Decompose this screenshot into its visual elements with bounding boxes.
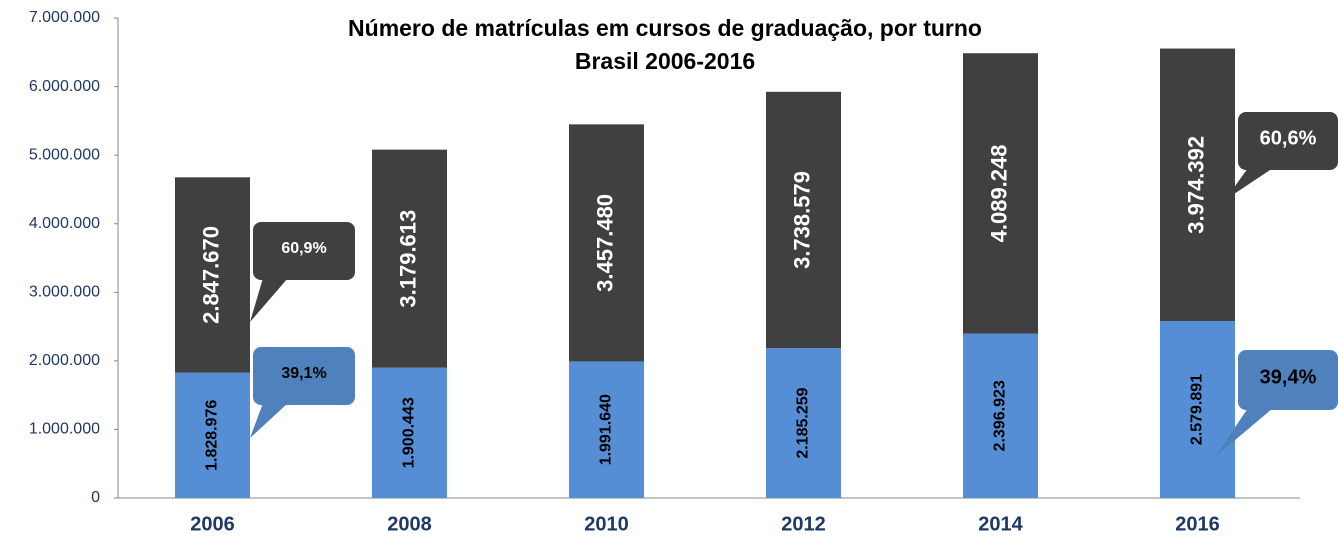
- x-tick-label: 2006: [190, 513, 235, 535]
- value-label: 2.185.259: [795, 387, 812, 458]
- bar-segment: [569, 124, 644, 362]
- y-tick-label: 7.000.000: [29, 9, 100, 26]
- value-label: 2.396.923: [992, 380, 1009, 451]
- value-label: 4.089.248: [986, 144, 1011, 242]
- bar-segment: [569, 361, 644, 498]
- callout-box: [1238, 350, 1338, 410]
- callout-tail: [1225, 168, 1273, 200]
- value-label: 1.900.443: [401, 397, 418, 468]
- x-tick-label: 2008: [387, 513, 432, 535]
- value-label: 3.179.613: [395, 210, 420, 308]
- bar-segment: [175, 177, 250, 373]
- bar-segment: [1160, 321, 1235, 498]
- value-label: 1.991.640: [598, 394, 615, 465]
- callout-box: [1238, 112, 1338, 170]
- y-tick-label: 6.000.000: [29, 78, 100, 95]
- bar-segment: [766, 91, 841, 349]
- callout-tail: [250, 403, 288, 438]
- bar-segment: [372, 149, 447, 368]
- value-label: 3.738.579: [789, 171, 814, 269]
- bar-segment: [766, 348, 841, 498]
- value-label: 2.847.670: [198, 226, 223, 324]
- y-tick-label: 3.000.000: [29, 284, 100, 301]
- annotation: 60,6%: [1260, 127, 1317, 149]
- x-tick-label: 2016: [1175, 513, 1220, 535]
- y-tick-label: 5.000.000: [29, 146, 100, 163]
- annotation: 39,1%: [281, 365, 326, 382]
- annotation: 60,9%: [281, 240, 326, 257]
- y-tick-label: 1.000.000: [29, 421, 100, 438]
- value-label: 1.828.976: [204, 400, 221, 471]
- annotation: 39,4%: [1260, 366, 1317, 388]
- bar-segment: [963, 333, 1038, 498]
- value-label: 2.579.891: [1189, 374, 1206, 445]
- bar-segment: [175, 372, 250, 498]
- y-tick-label: 4.000.000: [29, 215, 100, 232]
- value-label: 3.457.480: [592, 194, 617, 292]
- x-tick-label: 2012: [781, 513, 826, 535]
- x-tick-label: 2010: [584, 513, 629, 535]
- bar-segment: [963, 53, 1038, 334]
- callout-tail: [250, 278, 288, 322]
- bar-segment: [372, 367, 447, 498]
- callout-box: [253, 222, 355, 280]
- x-tick-label: 2014: [978, 513, 1023, 535]
- chart-subtitle: Brasil 2006-2016: [575, 48, 755, 74]
- bar-segment: [1160, 48, 1235, 322]
- y-tick-label: 0: [91, 489, 100, 506]
- chart-title: Número de matrículas em cursos de gradua…: [348, 15, 982, 41]
- callout-tail: [1215, 408, 1273, 457]
- y-tick-label: 2.000.000: [29, 352, 100, 369]
- value-label: 3.974.392: [1183, 136, 1208, 234]
- callout-box: [253, 347, 355, 405]
